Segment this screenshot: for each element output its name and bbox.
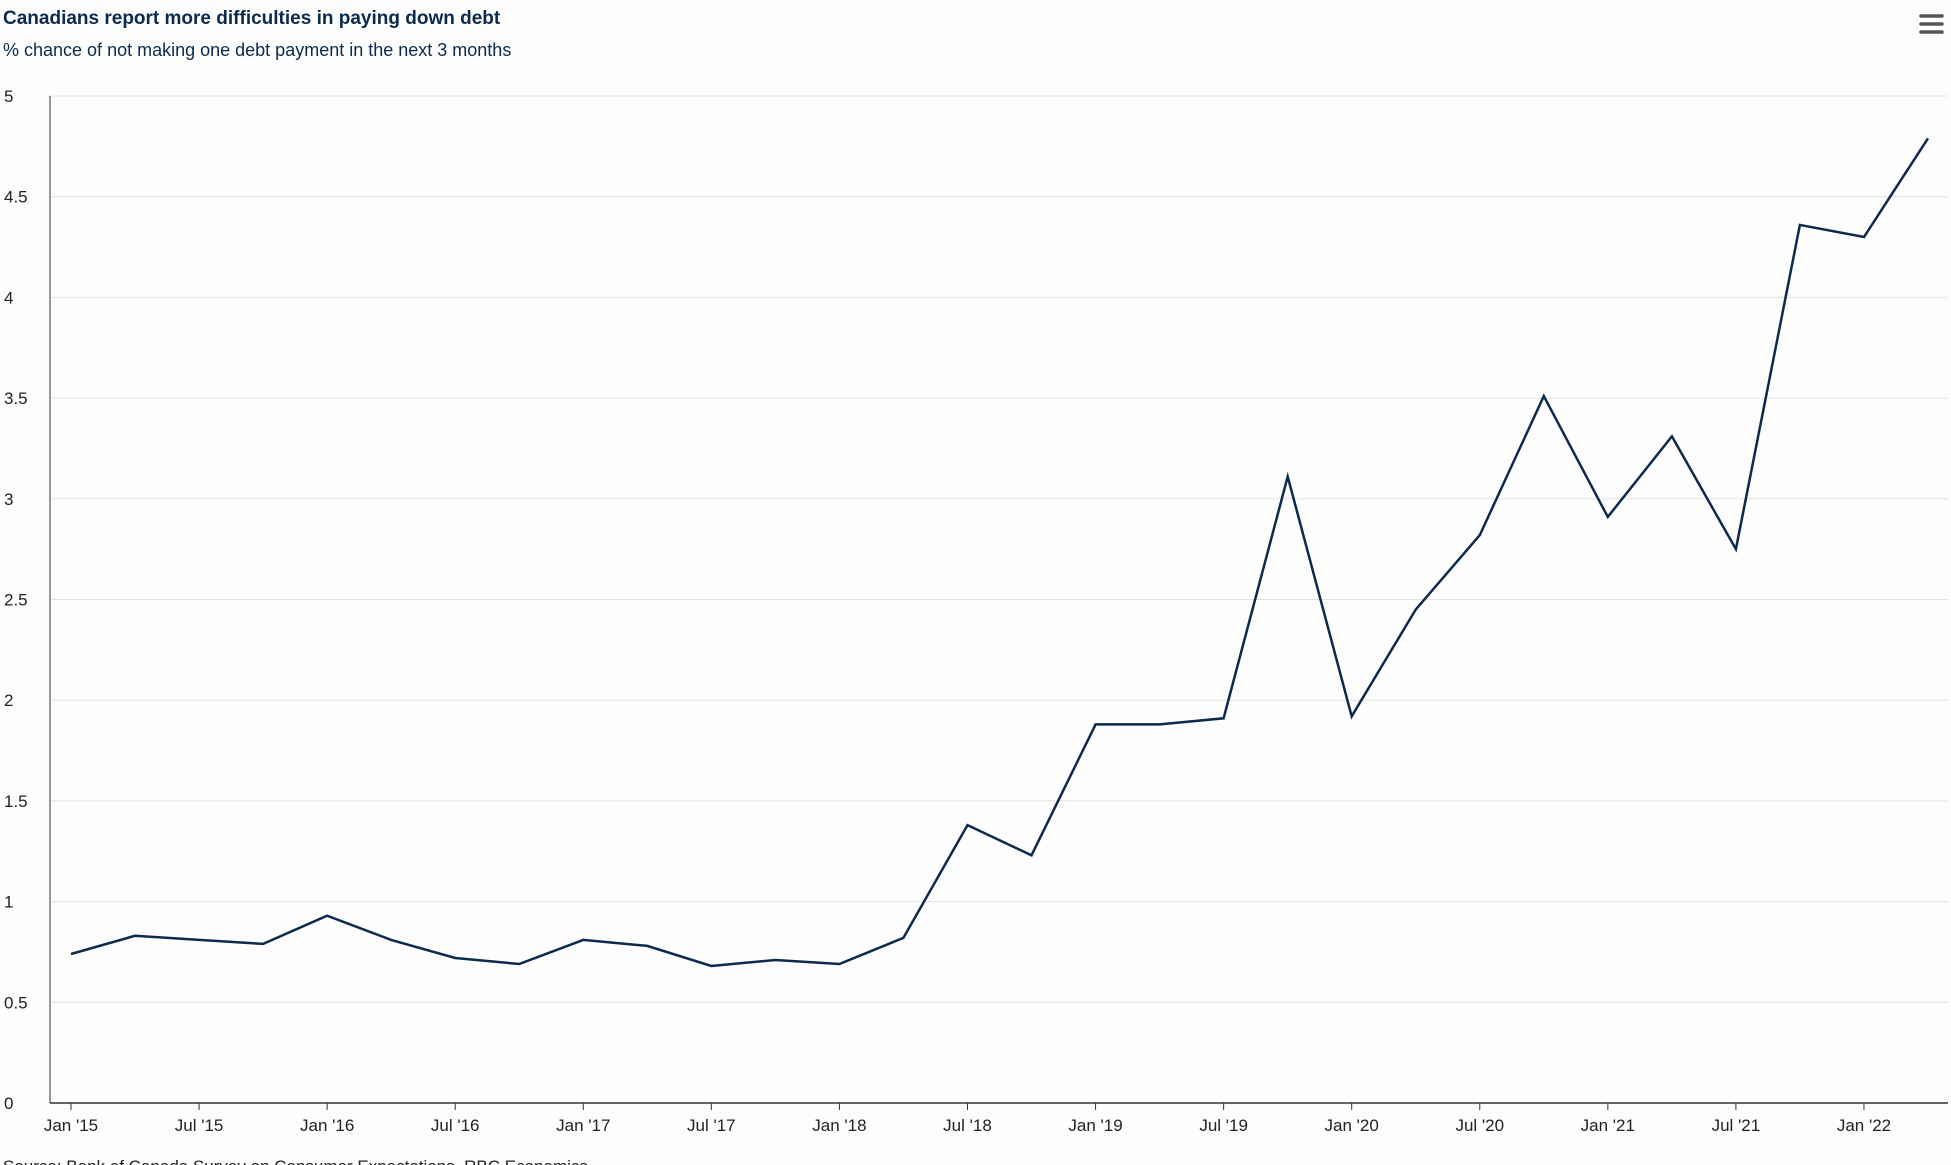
x-tick-label: Jul '20	[1455, 1116, 1504, 1135]
menu-button[interactable]	[1919, 14, 1944, 34]
y-tick-label: 2.5	[4, 591, 28, 610]
x-tick-label: Jul '15	[175, 1116, 224, 1135]
x-tick-label: Jul '19	[1199, 1116, 1248, 1135]
x-tick-label: Jan '20	[1325, 1116, 1379, 1135]
y-tick-label: 2	[4, 691, 13, 710]
x-tick-label: Jan '18	[812, 1116, 866, 1135]
data-line	[70, 137, 1930, 968]
chart-subtitle: % chance of not making one debt payment …	[3, 40, 511, 60]
x-tick-label: Jan '16	[300, 1116, 354, 1135]
chart-title: Canadians report more difficulties in pa…	[3, 8, 501, 29]
x-tick-label: Jan '19	[1068, 1116, 1122, 1135]
y-tick-label: 4	[4, 288, 13, 307]
y-tick-label: 3.5	[4, 389, 28, 408]
x-tick-label: Jan '21	[1581, 1116, 1635, 1135]
y-tick-label: 1.5	[4, 792, 28, 811]
y-tick-label: 0	[4, 1094, 13, 1113]
x-tick-label: Jul '17	[687, 1116, 736, 1135]
x-tick-label: Jul '21	[1712, 1116, 1761, 1135]
y-tick-label: 1	[4, 893, 13, 912]
y-tick-label: 3	[4, 490, 13, 509]
y-tick-label: 5	[4, 87, 13, 106]
y-tick-label: 0.5	[4, 993, 28, 1012]
source-note: Source: Bank of Canada Survey on Consume…	[3, 1157, 588, 1165]
x-tick-label: Jan '15	[44, 1116, 98, 1135]
y-tick-label: 4.5	[4, 188, 28, 207]
x-tick-label: Jul '16	[431, 1116, 480, 1135]
x-tick-label: Jan '22	[1837, 1116, 1891, 1135]
x-tick-label: Jul '18	[943, 1116, 992, 1135]
x-tick-label: Jan '17	[556, 1116, 610, 1135]
